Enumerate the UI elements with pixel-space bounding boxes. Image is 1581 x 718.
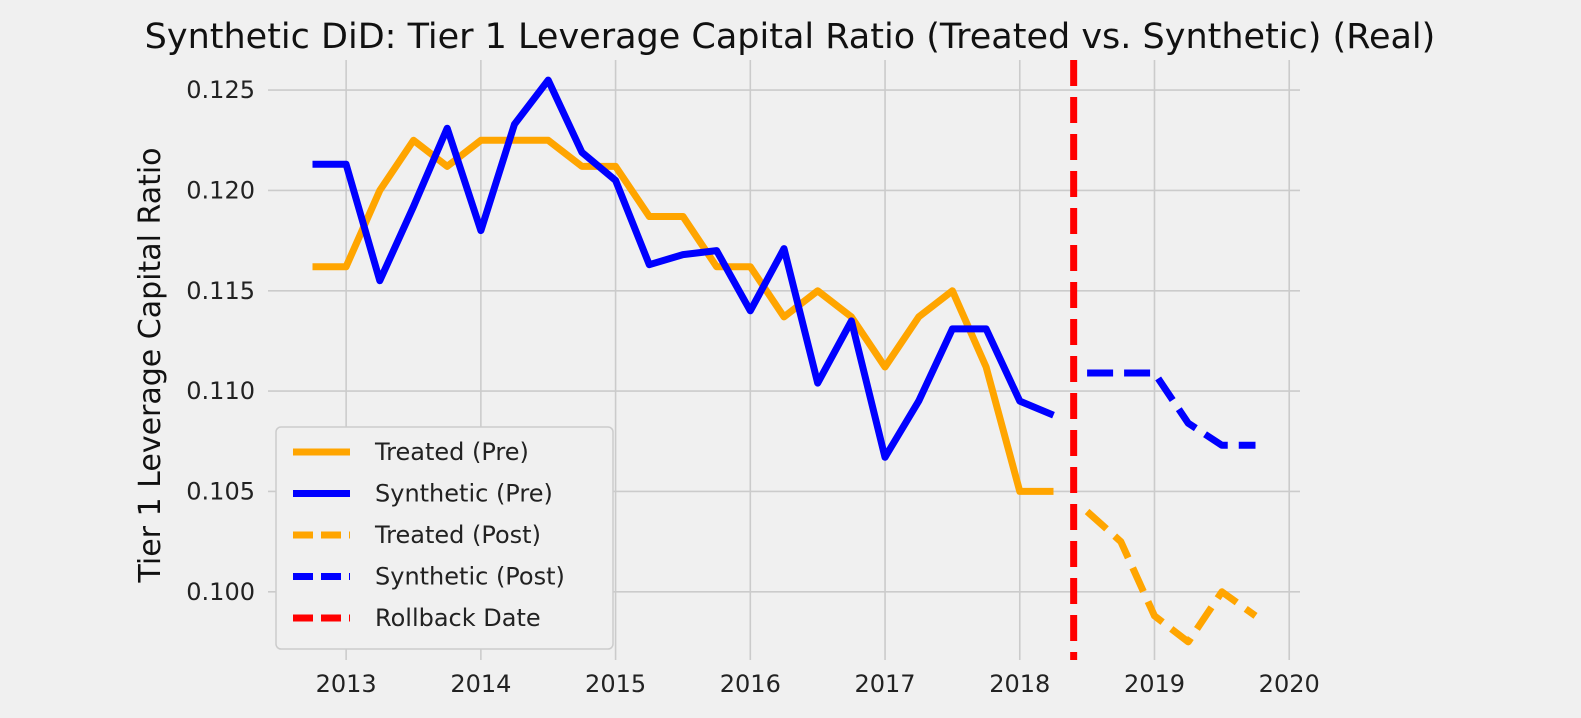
legend-label: Synthetic (Pre) — [375, 480, 553, 508]
series-line-synthetic-pre — [312, 76, 1055, 461]
legend-label: Rollback Date — [375, 604, 541, 632]
y-tick-label: 0.105 — [186, 477, 255, 505]
x-tick-label: 2019 — [1124, 670, 1185, 698]
y-tick-label: 0.100 — [186, 578, 255, 606]
series-line-synthetic-post — [1087, 369, 1256, 449]
x-tick-label: 2017 — [855, 670, 916, 698]
y-tick-label: 0.115 — [186, 277, 255, 305]
legend-label: Treated (Post) — [374, 521, 541, 549]
x-tick-label: 2014 — [450, 670, 511, 698]
x-tick-label: 2018 — [989, 670, 1050, 698]
x-tick-label: 2020 — [1259, 670, 1320, 698]
legend-label: Synthetic (Post) — [375, 563, 565, 591]
chart-title: Synthetic DiD: Tier 1 Leverage Capital R… — [145, 17, 1436, 57]
y-tick-label: 0.120 — [186, 176, 255, 204]
y-axis-label: Tier 1 Leverage Capital Ratio — [133, 147, 168, 583]
x-tick-label: 2015 — [585, 670, 646, 698]
legend: Treated (Pre) Synthetic (Pre) Treated (Pos… — [275, 426, 614, 650]
y-gridlines — [268, 89, 1300, 593]
y-tick-label: 0.110 — [186, 377, 255, 405]
x-tick-labels: 2013 2014 2015 2016 2017 2018 2019 2020 — [316, 670, 1320, 698]
y-tick-labels: 0.100 0.105 0.110 0.115 0.120 0.125 — [186, 76, 255, 606]
x-tick-label: 2016 — [720, 670, 781, 698]
legend-label: Treated (Pre) — [374, 438, 529, 466]
x-gridlines — [345, 60, 1291, 660]
y-tick-label: 0.125 — [186, 76, 255, 104]
series-line-treated-post — [1084, 508, 1258, 646]
x-tick-label: 2013 — [316, 670, 377, 698]
legend-box — [275, 426, 614, 650]
series-layer — [312, 76, 1258, 646]
